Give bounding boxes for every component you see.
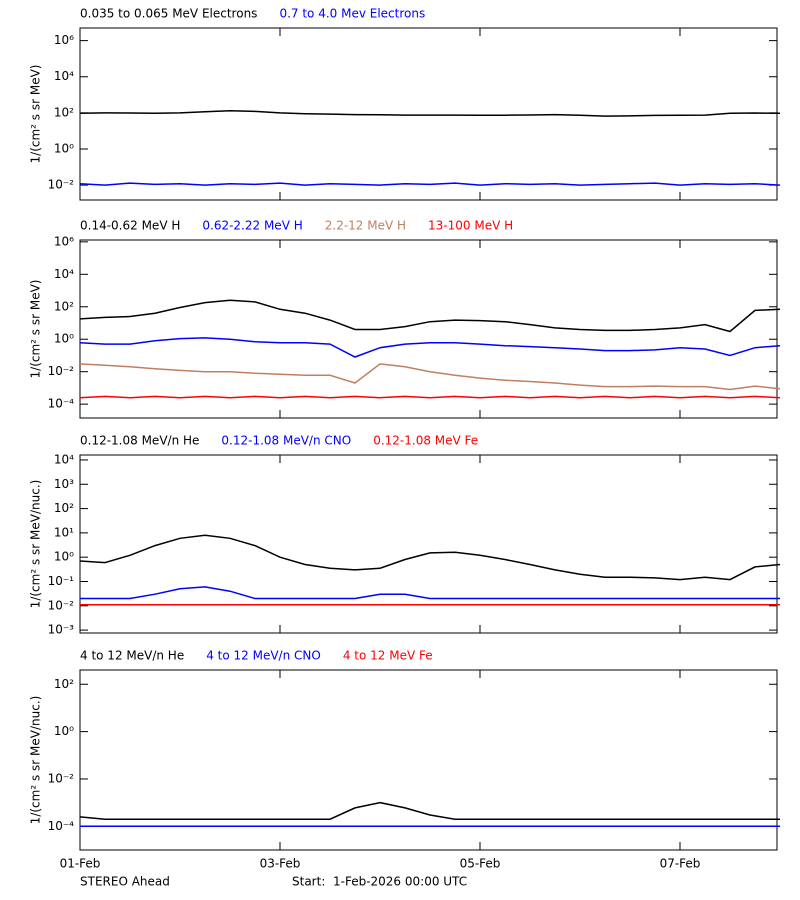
x-tick-label: 05-Feb: [460, 857, 501, 871]
series-line: [80, 586, 780, 600]
legend-entry: 0.7 to 4.0 Mev Electrons: [279, 7, 425, 21]
x-tick-label: 01-Feb: [60, 857, 101, 871]
x-tick-label: 03-Feb: [260, 857, 301, 871]
legend-entry: 0.035 to 0.065 MeV Electrons: [80, 7, 257, 21]
y-axis-label: 1/(cm² s sr MeV/nuc.): [29, 696, 43, 825]
y-tick-label: 10⁻⁴: [48, 819, 75, 833]
y-tick-label: 10²: [54, 677, 74, 691]
y-tick-label: 10³: [54, 477, 74, 491]
y-tick-label: 10¹: [54, 525, 74, 539]
series-line: [79, 182, 781, 186]
legend-entry: 13-100 MeV H: [428, 219, 513, 233]
y-tick-label: 10⁴: [54, 69, 74, 83]
y-tick-label: 10⁰: [54, 724, 74, 738]
y-axis-label: 1/(cm² s sr MeV): [29, 65, 43, 164]
y-tick-label: 10⁻²: [48, 364, 75, 378]
legend-entry: 0.12-1.08 MeV/n He: [80, 434, 199, 448]
legend-entry: 4 to 12 MeV Fe: [343, 649, 433, 663]
y-tick-label: 10⁻²: [48, 178, 75, 192]
y-tick-label: 10⁰: [54, 141, 74, 155]
y-tick-label: 10⁰: [54, 332, 74, 346]
plot-frame: [79, 239, 778, 419]
y-tick-label: 10⁰: [54, 550, 74, 564]
series-line: [79, 395, 781, 399]
y-tick-label: 10⁻⁴: [48, 397, 75, 411]
legend-entry: 0.14-0.62 MeV H: [80, 219, 180, 233]
y-tick-label: 10⁴: [54, 267, 74, 281]
y-tick-label: 10⁴: [54, 452, 74, 466]
y-tick-label: 10⁻²: [48, 598, 75, 612]
y-tick-label: 10⁶: [54, 33, 74, 47]
series-line: [79, 337, 781, 358]
series-line: [79, 534, 781, 581]
series-line: [79, 363, 781, 391]
y-tick-label: 10⁻²: [48, 771, 75, 785]
footer-left: STEREO Ahead: [80, 875, 170, 889]
y-tick-label: 10²: [54, 299, 74, 313]
legend-entry: 0.12-1.08 MeV/n CNO: [221, 434, 351, 448]
legend-entry: 0.62-2.22 MeV H: [202, 219, 302, 233]
x-tick-label: 07-Feb: [660, 857, 701, 871]
y-tick-label: 10²: [54, 501, 74, 515]
y-tick-label: 10²: [54, 105, 74, 119]
y-tick-label: 10⁶: [54, 234, 74, 248]
legend-entry: 4 to 12 MeV/n He: [80, 649, 184, 663]
footer-right: Start: 1-Feb-2026 00:00 UTC: [292, 875, 467, 889]
y-tick-label: 10⁻¹: [48, 574, 75, 588]
plot-frame: [79, 669, 778, 851]
legend-entry: 0.12-1.08 MeV Fe: [373, 434, 478, 448]
legend-entry: 2.2-12 MeV H: [325, 219, 406, 233]
plot-frame: [79, 27, 778, 201]
legend-entry: 4 to 12 MeV/n CNO: [206, 649, 321, 663]
y-tick-label: 10⁻³: [48, 623, 75, 637]
series-line: [79, 801, 780, 820]
series-line: [79, 110, 781, 117]
y-axis-label: 1/(cm² s sr MeV/nuc.): [29, 480, 43, 609]
plot-frame: [79, 454, 778, 634]
y-axis-label: 1/(cm² s sr MeV): [29, 280, 43, 379]
series-line: [79, 299, 781, 333]
